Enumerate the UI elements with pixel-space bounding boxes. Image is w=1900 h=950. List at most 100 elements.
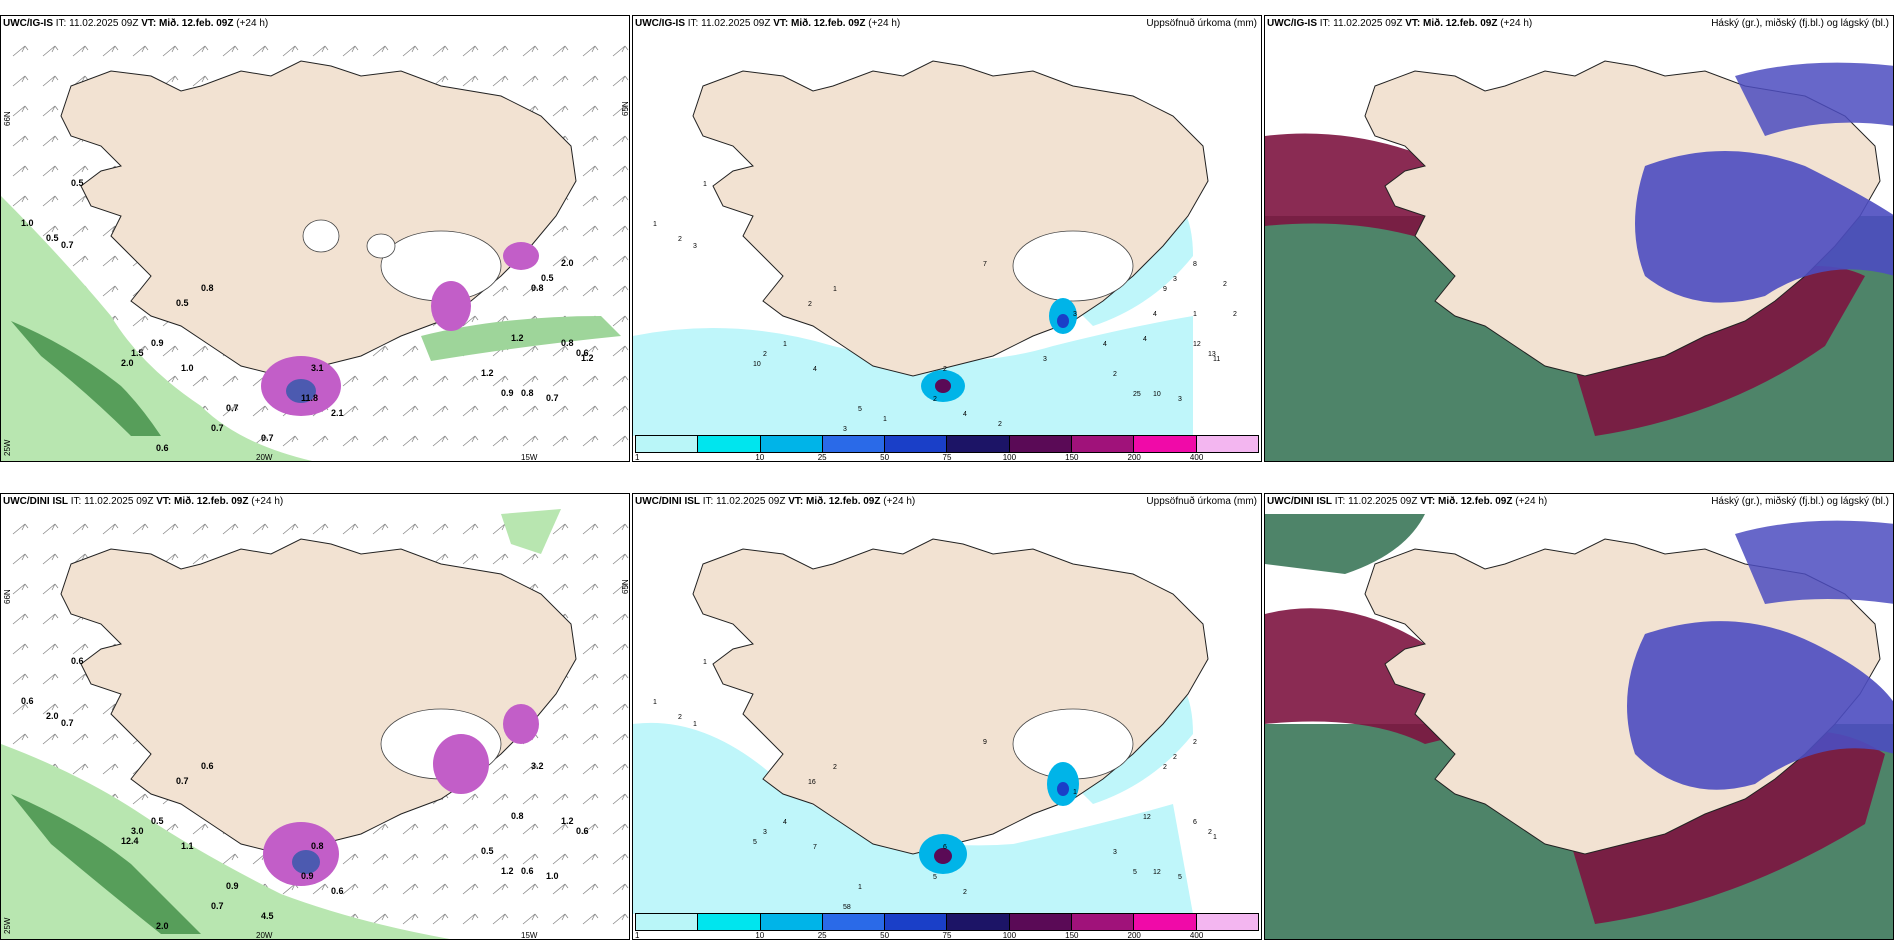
- glacier-langjokull: [302, 219, 340, 253]
- wind-barb: [42, 733, 59, 745]
- value-label: 8: [1193, 261, 1197, 268]
- value-label: 9: [1163, 286, 1167, 293]
- wind-barb: [552, 105, 569, 117]
- purple-precip-east: [431, 281, 471, 331]
- lat-label: 65N: [621, 101, 630, 116]
- value-label: 4: [1143, 336, 1147, 343]
- wind-barb: [12, 733, 29, 745]
- wind-barb: [282, 435, 299, 447]
- cloud-map: [1265, 494, 1893, 939]
- wind-barb: [582, 135, 599, 147]
- wind-barb: [522, 435, 539, 447]
- panel-title: UWC/DINI ISL IT: 11.02.2025 09Z VT: Mið.…: [635, 496, 916, 507]
- value-label: 4: [813, 366, 817, 373]
- value-label: 0.7: [261, 433, 274, 443]
- wind-barb: [612, 523, 629, 535]
- wind-barb: [192, 375, 209, 387]
- wind-barb: [462, 553, 479, 565]
- value-label: 1: [703, 659, 707, 666]
- value-label: 25: [1133, 391, 1141, 398]
- colorbar-swatch: [947, 914, 1010, 930]
- wind-barb: [612, 195, 629, 207]
- wind-barb: [432, 435, 449, 447]
- value-label: 1.1: [181, 841, 194, 851]
- value-label: 4.5: [261, 911, 274, 921]
- wind-barb: [582, 823, 599, 835]
- wind-barb: [102, 733, 119, 745]
- precip-colorbar: 1 10 25 50 75 100 150 200 400: [635, 913, 1259, 939]
- green-precip-north: [501, 509, 561, 554]
- value-label: 1: [783, 341, 787, 348]
- value-label: 1.2: [561, 816, 574, 826]
- green-precip-dark: [11, 794, 201, 934]
- wind-barb: [192, 345, 209, 357]
- wind-barb: [432, 405, 449, 417]
- value-label: 3.0: [131, 826, 144, 836]
- value-label: 2: [808, 301, 812, 308]
- value-label: 0.8: [511, 811, 524, 821]
- value-label: 0.5: [151, 816, 164, 826]
- value-label: 0.7: [61, 240, 74, 250]
- wind-barb: [72, 643, 89, 655]
- colorbar-swatch: [760, 914, 823, 930]
- wind-barb: [402, 853, 419, 865]
- mid-cloud-field: [1635, 151, 1893, 303]
- wind-barb: [42, 105, 59, 117]
- value-label: 0.8: [521, 388, 534, 398]
- wind-barb: [42, 703, 59, 715]
- wind-barb: [132, 45, 149, 57]
- colorbar-swatch: [822, 914, 886, 930]
- colorbar-swatch: [698, 914, 761, 930]
- wind-barb: [282, 45, 299, 57]
- value-label: 1.2: [581, 353, 594, 363]
- wind-barb: [402, 375, 419, 387]
- value-label: 1: [1193, 311, 1197, 318]
- wind-barb: [522, 285, 539, 297]
- wind-map-panel-top: UWC/IG-IS IT: 11.02.2025 09Z VT: Mið. 12…: [0, 15, 630, 462]
- wind-barb: [72, 733, 89, 745]
- value-label: 1.2: [501, 866, 514, 876]
- wind-barb: [612, 435, 629, 447]
- panel-subtitle: Háský (gr.), miðský (fj.bl.) og lágský (…: [1711, 496, 1889, 507]
- wind-barb: [372, 883, 389, 895]
- value-label: 0.7: [226, 403, 239, 413]
- wind-barb: [12, 45, 29, 57]
- wind-barb: [552, 405, 569, 417]
- value-label: 0.8: [201, 283, 214, 293]
- wind-barb: [342, 405, 359, 417]
- wind-barb: [522, 853, 539, 865]
- value-label: 0.5: [71, 178, 84, 188]
- wind-barb: [222, 853, 239, 865]
- wind-barb: [132, 793, 149, 805]
- wind-barb: [192, 45, 209, 57]
- wind-barb: [582, 345, 599, 357]
- lat-label: 66N: [3, 589, 12, 604]
- wind-barb: [462, 315, 479, 327]
- wind-barb: [492, 853, 509, 865]
- value-label: 1: [1213, 834, 1217, 841]
- wind-barb: [462, 523, 479, 535]
- wind-barb: [552, 763, 569, 775]
- colorbar-tick-label: 200: [1127, 453, 1141, 462]
- precip-max-east-core: [1057, 782, 1069, 796]
- purple-precip-east: [433, 734, 489, 794]
- wind-barb: [612, 255, 629, 267]
- value-label: 1.2: [511, 333, 524, 343]
- wind-barb: [162, 345, 179, 357]
- wind-barb: [552, 225, 569, 237]
- value-label: 2.0: [121, 358, 134, 368]
- value-label: 0.6: [576, 826, 589, 836]
- value-label: 2: [1208, 829, 1212, 836]
- wind-barb: [522, 45, 539, 57]
- wind-barb: [612, 853, 629, 865]
- value-label: 1: [653, 221, 657, 228]
- wind-barb: [402, 405, 419, 417]
- wind-barb: [552, 553, 569, 565]
- glacier-hofsjokull: [366, 233, 396, 259]
- value-label: 2.0: [46, 711, 59, 721]
- wind-barb: [552, 45, 569, 57]
- wind-barb: [432, 523, 449, 535]
- precip-map: 1121162435765215458123512562212291: [633, 494, 1261, 914]
- wind-barb: [612, 793, 629, 805]
- wind-barb: [252, 523, 269, 535]
